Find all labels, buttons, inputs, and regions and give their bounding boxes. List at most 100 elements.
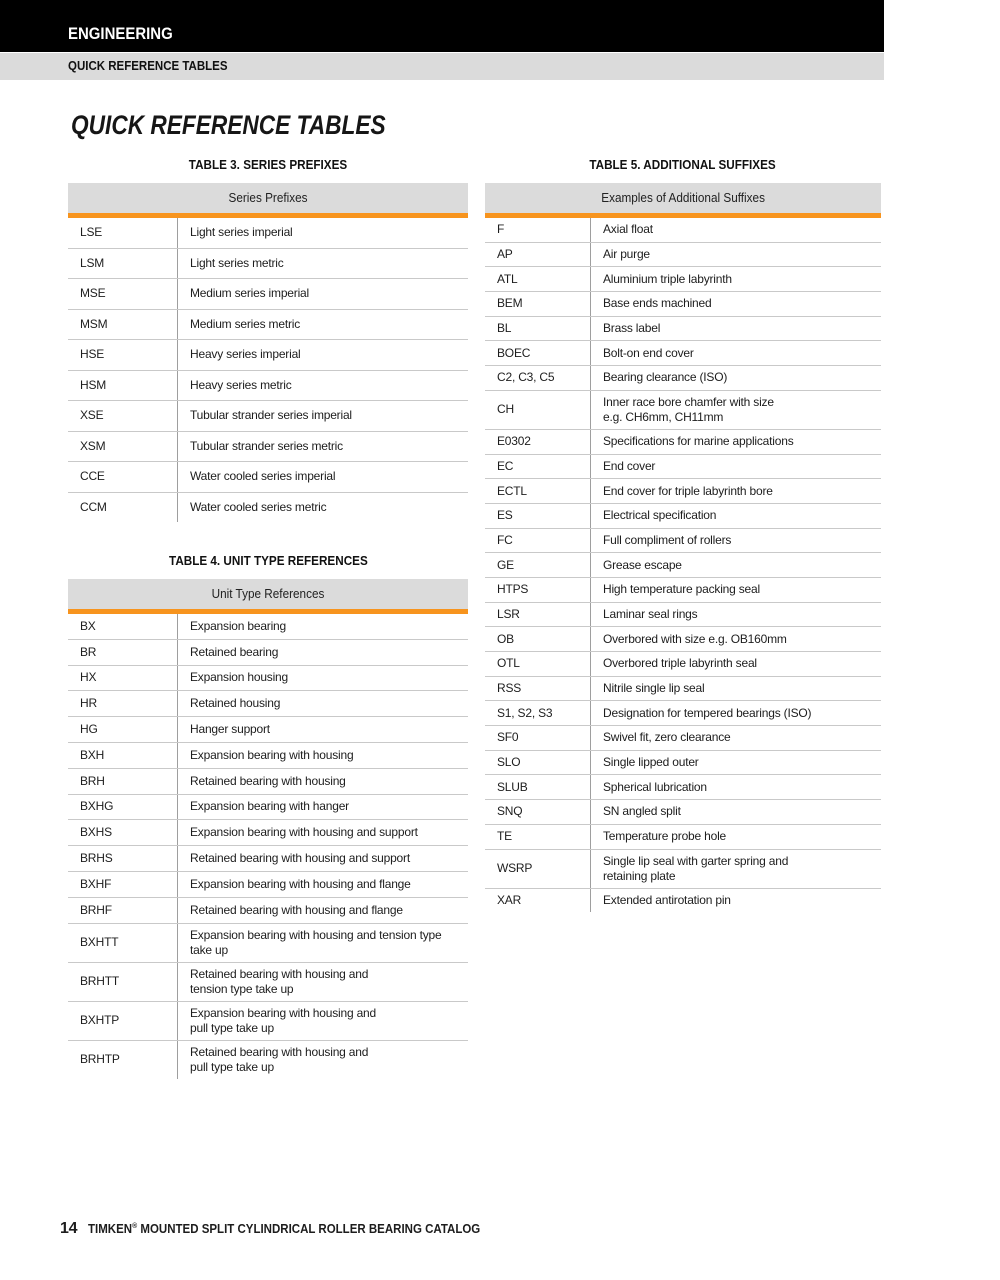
row-code: HG [80,722,98,737]
row-code: LSE [80,225,103,240]
row-code: CCM [80,499,107,514]
table-3-rows: LSE Light series imperial LSM Light seri… [68,218,468,522]
table-5-title: TABLE 5. ADDITIONAL SUFFIXES [589,157,777,172]
row-description: Tubular strander series imperial [177,401,468,431]
row-description: SN angled split [590,800,881,824]
table-row: LSR Laminar seal rings [485,602,881,628]
table-row: HTPS High temperature packing seal [485,577,881,603]
table-row: OTL Overbored triple labyrinth seal [485,652,881,677]
table-5-column-header: Examples of Additional Suffixes [485,183,881,218]
row-code: ECTL [497,483,527,498]
row-code: ATL [497,271,518,286]
row-description: Expansion housing [177,665,468,691]
right-column: TABLE 5. ADDITIONAL SUFFIXES Examples of… [485,157,881,913]
table-row: BXHTP Expansion bearing with housing and… [68,1001,468,1041]
row-description: Tubular strander series metric [177,431,468,461]
table-row: BOEC Bolt-on end cover [485,341,881,367]
row-description: Retained bearing with housing and tensio… [177,962,468,1001]
table-row: ES Electrical specification [485,503,881,529]
row-code: EC [497,458,514,473]
row-code: BXHTT [80,935,119,950]
row-description: Single lipped outer [590,750,881,775]
row-description: Overbored with size e.g. OB160mm [590,627,881,651]
page-footer: 14 TIMKEN® MOUNTED SPLIT CYLINDRICAL ROL… [60,1220,515,1238]
row-code: SNQ [497,804,523,819]
row-code: TE [497,829,512,844]
section-title: ENGINEERING [68,24,173,43]
table-row: BRHS Retained bearing with housing and s… [68,846,468,872]
row-description: Expansion bearing with housing and flang… [177,871,468,897]
table-row: S1, S2, S3 Designation for tempered bear… [485,701,881,727]
table-row: HX Expansion housing [68,665,468,692]
table-row: XSE Tubular strander series imperial [68,401,468,432]
table-row: BRHF Retained bearing with housing and f… [68,897,468,924]
table-row: C2, C3, C5 Bearing clearance (ISO) [485,366,881,391]
row-code: BR [80,644,97,659]
table-row: SLO Single lipped outer [485,750,881,776]
table-row: WSRP Single lip seal with garter spring … [485,849,881,889]
row-description: Bolt-on end cover [590,341,881,366]
row-description: Laminar seal rings [590,602,881,627]
table-row: BR Retained bearing [68,639,468,666]
table-row: GE Grease escape [485,553,881,578]
row-description: Retained bearing with housing and pull t… [177,1040,468,1079]
row-description: Expansion bearing [177,614,468,639]
row-code: SLO [497,755,521,770]
row-code: HTPS [497,582,529,597]
row-description: Retained bearing [177,639,468,665]
row-description: Light series imperial [177,218,468,248]
section-header-bar: ENGINEERING [0,0,884,52]
row-description: Retained bearing with housing and flange [177,897,468,923]
row-code: BRHS [80,851,113,866]
row-code: OB [497,631,514,646]
row-code: SF0 [497,730,519,745]
row-code: BXHTP [80,1013,120,1028]
row-code: S1, S2, S3 [497,705,553,720]
row-description: Expansion bearing with hanger [177,794,468,820]
row-description: Water cooled series metric [177,492,468,522]
row-description: Expansion bearing with housing and pull … [177,1001,468,1040]
table-4-title: TABLE 4. UNIT TYPE REFERENCES [168,553,368,568]
row-code: CCE [80,469,105,484]
row-description: Retained housing [177,691,468,717]
row-description: Specifications for marine applications [590,429,881,454]
row-code: FC [497,532,513,547]
table-row: MSM Medium series metric [68,309,468,340]
row-code: HSM [80,377,107,392]
row-description: Nitrile single lip seal [590,676,881,701]
row-code: HSE [80,347,105,362]
row-description: Retained bearing with housing [177,768,468,794]
row-description: Air purge [590,242,881,267]
table-row: RSS Nitrile single lip seal [485,676,881,702]
table-row: HSM Heavy series metric [68,370,468,401]
row-code: C2, C3, C5 [497,370,555,385]
row-code: XSE [80,408,104,423]
table-row: BRHTT Retained bearing with housing and … [68,962,468,1002]
row-description: Water cooled series imperial [177,462,468,492]
table-row: F Axial float [485,218,881,243]
row-description: Base ends machined [590,292,881,316]
row-code: AP [497,247,513,262]
row-code: BRH [80,773,105,788]
row-code: MSM [80,316,108,331]
row-code: BL [497,321,512,336]
subsection-title: QUICK REFERENCE TABLES [68,59,228,74]
table-row: MSE Medium series imperial [68,279,468,310]
table-row: AP Air purge [485,242,881,268]
row-description: Full compliment of rollers [590,528,881,553]
row-description: Medium series imperial [177,279,468,309]
page-title: QUICK REFERENCE TABLES [71,110,386,140]
row-code: BOEC [497,345,531,360]
row-description: Light series metric [177,248,468,278]
row-description: Hanger support [177,717,468,742]
row-code: XSM [80,438,106,453]
row-code: MSE [80,286,106,301]
row-description: End cover [590,454,881,479]
registered-trademark-symbol: ® [132,1220,138,1230]
row-code: BXHF [80,876,112,891]
table-5-rows: F Axial float AP Air purge ATL Aluminium… [485,218,881,913]
table-row: CCM Water cooled series metric [68,492,468,522]
subsection-header-bar: QUICK REFERENCE TABLES [0,53,884,80]
row-description: Extended antirotation pin [590,888,881,913]
